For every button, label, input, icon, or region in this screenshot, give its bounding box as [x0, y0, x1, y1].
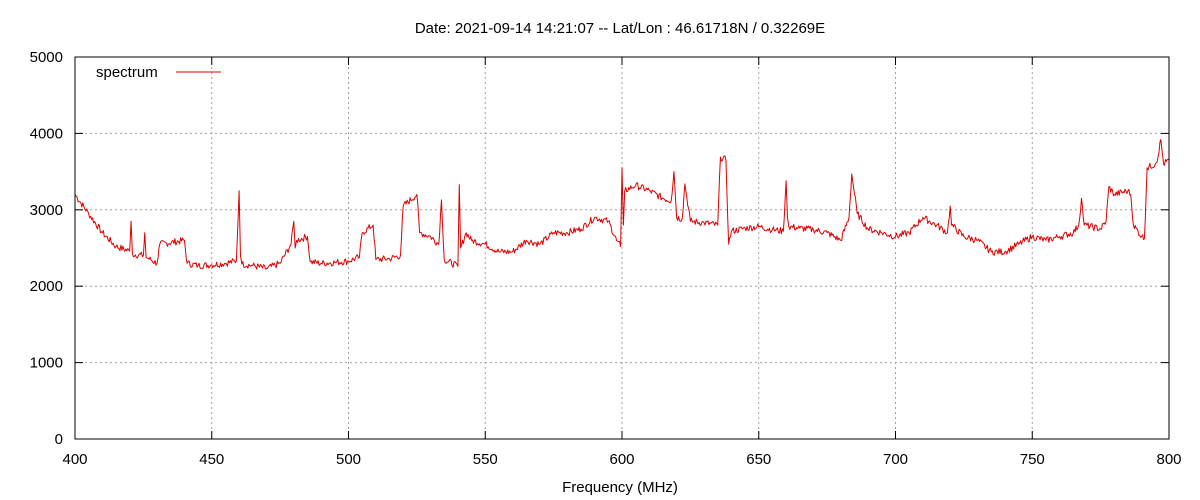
x-tick-label: 600	[609, 451, 634, 468]
y-tick-label: 3000	[30, 202, 63, 219]
y-tick-label: 2000	[30, 278, 63, 295]
y-axis: 0 1000 2000 3000 4000 5000	[30, 49, 1169, 448]
x-tick-label: 650	[746, 451, 771, 468]
grid-lines	[75, 57, 1169, 439]
x-tick-label: 700	[883, 451, 908, 468]
y-tick-label: 5000	[30, 49, 63, 66]
x-tick-label: 800	[1156, 451, 1181, 468]
series-group	[74, 139, 1170, 270]
x-axis-label: Frequency (MHz)	[562, 479, 678, 496]
y-tick-label: 4000	[30, 125, 63, 142]
x-tick-label: 450	[199, 451, 224, 468]
x-tick-label: 400	[62, 451, 87, 468]
x-axis: 400 450 500 550 600 650 700 750 800	[62, 57, 1182, 468]
series-line-spectrum	[74, 139, 1170, 270]
x-tick-label: 550	[473, 451, 498, 468]
x-tick-label: 500	[336, 451, 361, 468]
plot-frame	[74, 56, 1170, 440]
x-tick-label: 750	[1020, 451, 1045, 468]
y-tick-label: 0	[55, 431, 63, 448]
legend-label-spectrum: spectrum	[96, 64, 158, 81]
legend: spectrum	[96, 64, 221, 81]
y-tick-label: 1000	[30, 355, 63, 372]
chart-title: Date: 2021-09-14 14:21:07 -- Lat/Lon : 4…	[415, 20, 825, 37]
